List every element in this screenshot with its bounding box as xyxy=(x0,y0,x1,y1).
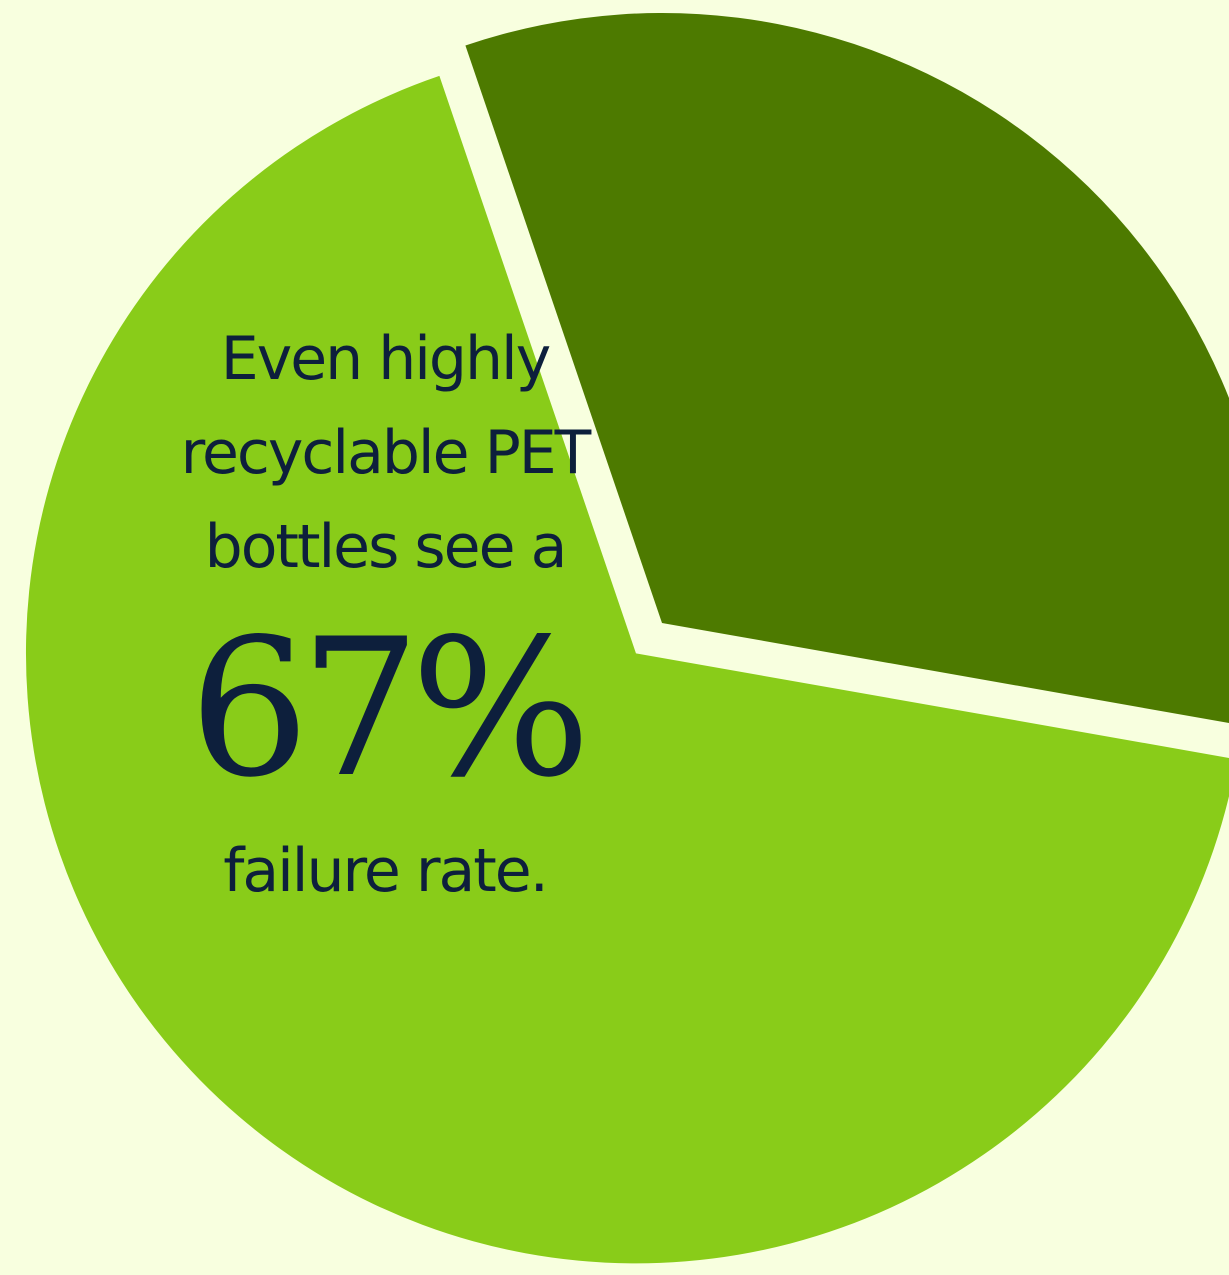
failure-rate-value: 67% xyxy=(188,598,591,819)
callout-line-1: Even highly xyxy=(220,324,551,394)
callout-line-4: failure rate. xyxy=(223,836,549,906)
pie-slice-failure xyxy=(25,75,1229,1264)
pie-slice-remainder xyxy=(465,13,1229,723)
callout-line-3: bottles see a xyxy=(204,512,568,582)
pie-slices xyxy=(25,13,1229,1264)
callout-line-2: recyclable PET xyxy=(180,418,592,488)
failure-rate-callout: Even highly recyclable PET bottles see a… xyxy=(90,312,680,918)
